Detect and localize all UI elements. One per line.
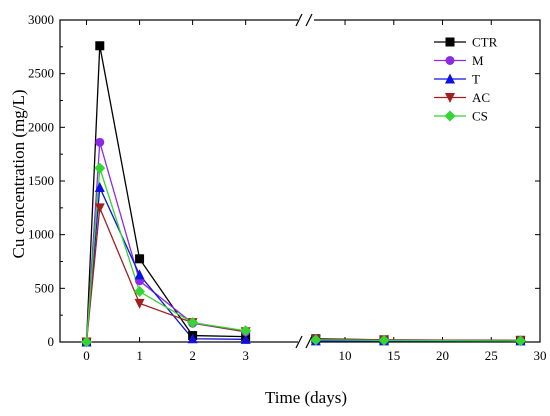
data-point-cs (310, 334, 322, 346)
legend-label-ac: AC (472, 90, 490, 105)
data-point-cs (240, 325, 252, 337)
series-line-t (85, 184, 246, 343)
y-tick-label: 500 (35, 280, 55, 295)
chart-legend: CTR MT AC CS (434, 35, 498, 124)
data-point-cs (515, 335, 527, 347)
legend-marker-ctr (445, 37, 455, 47)
data-point-cs (94, 162, 106, 174)
y-tick-label: 1500 (28, 173, 54, 188)
plot-frame (59, 19, 541, 343)
legend-marker-ac (445, 93, 455, 103)
axis-break-mark (305, 13, 313, 27)
axis-break-mark (295, 335, 303, 349)
x-tick-label: 20 (436, 348, 449, 363)
x-tick-label: 1 (136, 348, 143, 363)
series-markers (81, 41, 527, 348)
legend-label-cs: CS (472, 109, 488, 124)
x-tick-label: 30 (534, 348, 547, 363)
data-point-t (134, 269, 145, 280)
x-tick-label: 15 (387, 348, 400, 363)
x-tick-label: 25 (485, 348, 498, 363)
legend-marker-m (445, 56, 455, 65)
legend-label-t: T (472, 72, 480, 87)
data-point-m (95, 137, 105, 147)
x-tick-label: 10 (339, 348, 352, 363)
y-axis-label: Cu concentration (mg/L) (9, 89, 28, 258)
series-line-m (85, 142, 246, 343)
series-line-ctr (85, 45, 246, 343)
chart-axes: 0 500 1000 1500 2000 2500 3000 0 1 2 3 10 15 20 25 30 (28, 12, 547, 363)
legend-marker-cs (444, 110, 456, 122)
data-point-cs (134, 286, 146, 298)
axis-break-mark (305, 335, 313, 349)
data-point-cs (378, 334, 390, 346)
x-tick-label: 3 (242, 348, 249, 363)
series-lines (85, 45, 521, 343)
y-tick-label: 3000 (28, 12, 54, 27)
y-tick-label: 2500 (28, 66, 54, 81)
series-line-ac (85, 207, 246, 343)
data-point-t (240, 333, 251, 344)
legend-label-ctr: CTR (472, 35, 498, 50)
x-axis-label: Time (days) (265, 388, 347, 407)
y-tick-label: 2000 (28, 119, 54, 134)
data-point-t (187, 333, 198, 344)
data-point-ctr (95, 41, 105, 51)
y-tick-label: 1000 (28, 227, 54, 242)
data-point-ac (134, 298, 145, 309)
series-line-cs (85, 167, 246, 343)
data-point-ac (94, 203, 105, 214)
x-tick-label: 2 (189, 348, 196, 363)
data-point-ctr (135, 254, 145, 264)
axis-break-mark (295, 13, 303, 27)
data-point-t (94, 181, 105, 192)
x-tick-label: 0 (83, 348, 90, 363)
y-tick-label: 0 (48, 334, 55, 349)
legend-marker-t (445, 73, 455, 84)
data-point-cs (81, 336, 93, 348)
data-point-cs (187, 317, 199, 329)
legend-label-m: M (472, 53, 484, 68)
